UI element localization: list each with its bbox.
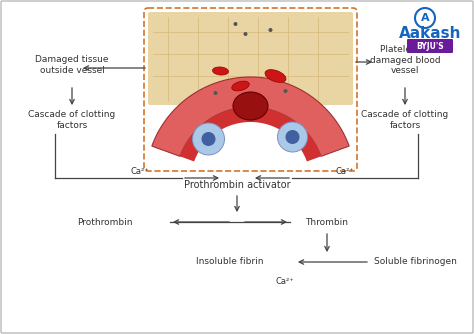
Circle shape — [285, 130, 300, 144]
Polygon shape — [180, 107, 321, 161]
Polygon shape — [152, 77, 349, 156]
Text: Ca²⁺: Ca²⁺ — [275, 278, 294, 287]
Circle shape — [283, 89, 288, 93]
Circle shape — [192, 123, 225, 155]
Text: Ca²⁺: Ca²⁺ — [336, 167, 355, 175]
Text: Prothrombin activator: Prothrombin activator — [184, 180, 290, 190]
Text: Thrombin: Thrombin — [306, 217, 348, 226]
Text: Insoluble fibrin: Insoluble fibrin — [196, 258, 264, 267]
Text: BYJU'S: BYJU'S — [416, 41, 444, 50]
Circle shape — [213, 91, 218, 95]
Text: Ca²⁺: Ca²⁺ — [131, 167, 149, 175]
Text: Damaged tissue
outside vessel: Damaged tissue outside vessel — [35, 55, 109, 75]
Text: Soluble fibrinogen: Soluble fibrinogen — [374, 258, 456, 267]
Circle shape — [244, 32, 247, 36]
Ellipse shape — [233, 92, 268, 120]
Text: Platelets in
damaged blood
vessel: Platelets in damaged blood vessel — [370, 45, 440, 75]
Ellipse shape — [265, 69, 286, 82]
Ellipse shape — [250, 103, 262, 109]
Circle shape — [415, 8, 435, 28]
Circle shape — [268, 28, 273, 32]
Ellipse shape — [232, 81, 249, 91]
Ellipse shape — [212, 67, 228, 75]
FancyBboxPatch shape — [144, 8, 357, 171]
Text: A: A — [421, 13, 429, 23]
Text: Cascade of clotting
factors: Cascade of clotting factors — [361, 110, 448, 130]
FancyBboxPatch shape — [407, 39, 453, 53]
Circle shape — [201, 132, 216, 146]
Circle shape — [277, 122, 308, 152]
FancyBboxPatch shape — [148, 12, 353, 105]
Text: Cascade of clotting
factors: Cascade of clotting factors — [28, 110, 116, 130]
Text: Prothrombin: Prothrombin — [77, 217, 133, 226]
Text: Aakash: Aakash — [399, 25, 461, 40]
Circle shape — [234, 22, 237, 26]
